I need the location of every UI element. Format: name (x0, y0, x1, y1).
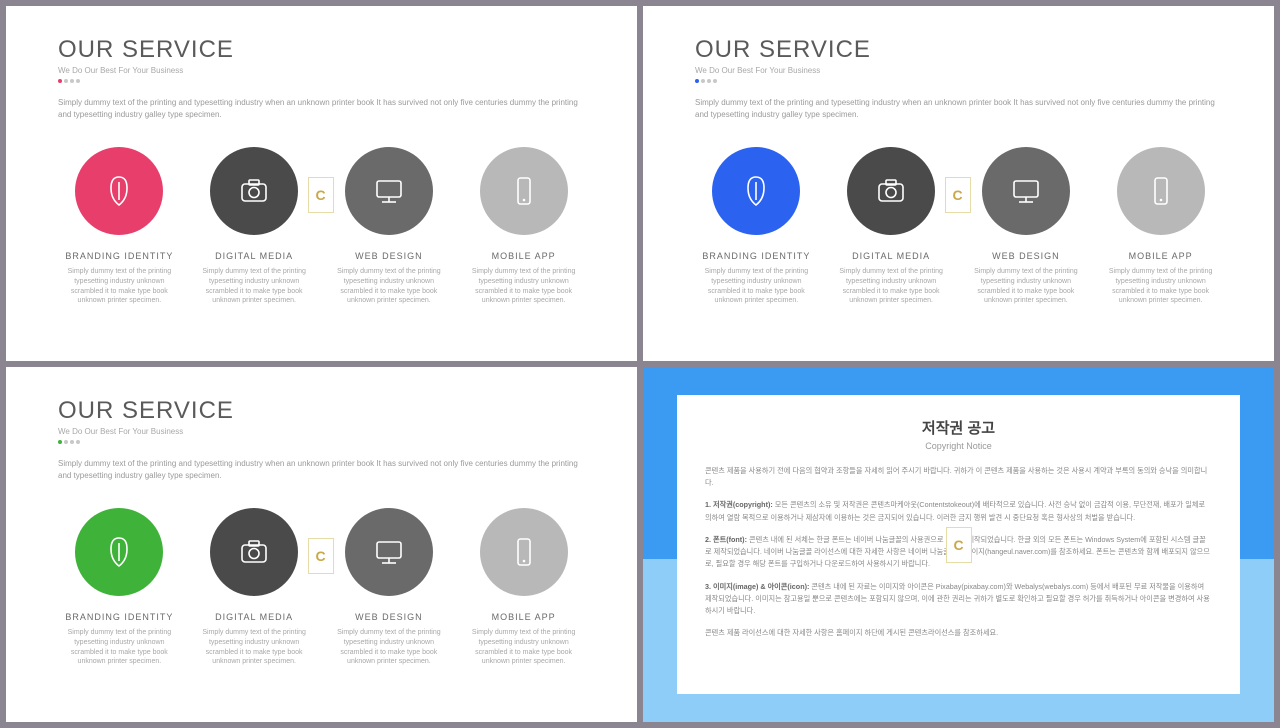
service-item-leaf: BRANDING IDENTITY Simply dummy text of th… (58, 508, 181, 667)
service-title: DIGITAL MEDIA (193, 251, 316, 261)
service-title: BRANDING IDENTITY (695, 251, 818, 261)
accent-dots (58, 79, 585, 83)
phone-icon (480, 147, 568, 235)
leaf-icon (75, 147, 163, 235)
monitor-icon (345, 147, 433, 235)
intro-text: Simply dummy text of the printing and ty… (695, 97, 1222, 121)
service-desc: Simply dummy text of the printing typese… (965, 267, 1088, 306)
intro-text: Simply dummy text of the printing and ty… (58, 458, 585, 482)
leaf-icon (712, 147, 800, 235)
service-item-camera: CDIGITAL MEDIASimply dummy text of the p… (830, 147, 953, 306)
slide-4-notice: 저작권 공고 Copyright Notice 콘텐츠 제품을 사용하기 전에 … (643, 367, 1274, 722)
notice-p5: 콘텐츠 제품 라이선스에 대한 자세한 사항은 홈페이지 하단에 게시된 콘텐츠… (705, 627, 1212, 639)
service-desc: Simply dummy text of the printing typese… (58, 267, 181, 306)
service-desc: Simply dummy text of the printing typese… (1099, 267, 1222, 306)
camera-icon (210, 508, 298, 596)
service-item-monitor: WEB DESIGN Simply dummy text of the print… (965, 147, 1088, 306)
service-item-phone: MOBILE APP Simply dummy text of the print… (462, 147, 585, 306)
notice-card: 저작권 공고 Copyright Notice 콘텐츠 제품을 사용하기 전에 … (677, 395, 1240, 694)
monitor-icon (345, 508, 433, 596)
service-title: BRANDING IDENTITY (58, 251, 181, 261)
phone-icon (480, 508, 568, 596)
page-title: OUR SERVICE (58, 36, 585, 64)
service-title: DIGITAL MEDIA (830, 251, 953, 261)
service-title: DIGITAL MEDIA (193, 612, 316, 622)
service-title: MOBILE APP (462, 251, 585, 261)
notice-title: 저작권 공고 (705, 417, 1212, 438)
phone-icon (1117, 147, 1205, 235)
dot-accent (695, 79, 699, 83)
service-item-leaf: BRANDING IDENTITY Simply dummy text of th… (58, 147, 181, 306)
slide-3: OUR SERVICE We Do Our Best For Your Busi… (6, 367, 637, 722)
service-desc: Simply dummy text of the printing typese… (193, 267, 316, 306)
camera-icon (210, 147, 298, 235)
service-desc: Simply dummy text of the printing typese… (695, 267, 818, 306)
dot-accent (58, 79, 62, 83)
service-title: WEB DESIGN (328, 251, 451, 261)
slide-2: OUR SERVICE We Do Our Best For Your Busi… (643, 6, 1274, 361)
slide-1: OUR SERVICE We Do Our Best For Your Busi… (6, 6, 637, 361)
page-subtitle: We Do Our Best For Your Business (695, 66, 1222, 75)
service-desc: Simply dummy text of the printing typese… (462, 628, 585, 667)
watermark-badge: C (946, 527, 972, 563)
service-desc: Simply dummy text of the printing typese… (830, 267, 953, 306)
monitor-icon (982, 147, 1070, 235)
service-title: WEB DESIGN (965, 251, 1088, 261)
leaf-icon (75, 508, 163, 596)
service-row: BRANDING IDENTITY Simply dummy text of th… (695, 147, 1222, 306)
camera-icon (847, 147, 935, 235)
service-item-phone: MOBILE APP Simply dummy text of the print… (1099, 147, 1222, 306)
service-item-monitor: WEB DESIGN Simply dummy text of the print… (328, 508, 451, 667)
service-item-monitor: WEB DESIGN Simply dummy text of the print… (328, 147, 451, 306)
page-subtitle: We Do Our Best For Your Business (58, 66, 585, 75)
service-row: BRANDING IDENTITY Simply dummy text of th… (58, 508, 585, 667)
intro-text: Simply dummy text of the printing and ty… (58, 97, 585, 121)
notice-p4: 3. 이미지(image) & 아이콘(icon): 콘텐츠 내에 된 자료는 … (705, 581, 1212, 618)
service-item-phone: MOBILE APP Simply dummy text of the print… (462, 508, 585, 667)
service-title: WEB DESIGN (328, 612, 451, 622)
service-item-leaf: BRANDING IDENTITY Simply dummy text of th… (695, 147, 818, 306)
page-title: OUR SERVICE (695, 36, 1222, 64)
accent-dots (695, 79, 1222, 83)
page-subtitle: We Do Our Best For Your Business (58, 427, 585, 436)
notice-p1: 콘텐츠 제품을 사용하기 전에 다음의 협약과 조항들을 자세히 읽어 주시기 … (705, 465, 1212, 489)
dot-accent (58, 440, 62, 444)
accent-dots (58, 440, 585, 444)
notice-subtitle: Copyright Notice (705, 441, 1212, 451)
service-desc: Simply dummy text of the printing typese… (462, 267, 585, 306)
service-title: BRANDING IDENTITY (58, 612, 181, 622)
page-title: OUR SERVICE (58, 397, 585, 425)
notice-p2: 1. 저작권(copyright): 모든 콘텐츠의 소유 및 저작권은 콘텐츠… (705, 499, 1212, 523)
service-desc: Simply dummy text of the printing typese… (328, 628, 451, 667)
service-title: MOBILE APP (462, 612, 585, 622)
service-title: MOBILE APP (1099, 251, 1222, 261)
service-desc: Simply dummy text of the printing typese… (58, 628, 181, 667)
service-item-camera: CDIGITAL MEDIASimply dummy text of the p… (193, 147, 316, 306)
service-item-camera: CDIGITAL MEDIASimply dummy text of the p… (193, 508, 316, 667)
service-row: BRANDING IDENTITY Simply dummy text of th… (58, 147, 585, 306)
service-desc: Simply dummy text of the printing typese… (328, 267, 451, 306)
service-desc: Simply dummy text of the printing typese… (193, 628, 316, 667)
